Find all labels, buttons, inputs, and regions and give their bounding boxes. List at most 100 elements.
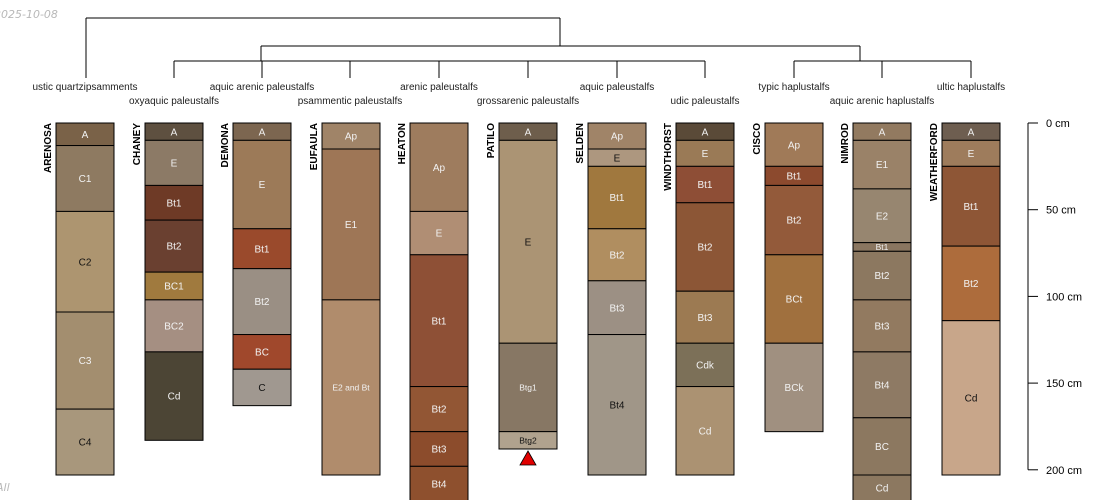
horizon-label: E2 and Bt (332, 382, 370, 392)
taxonomy-label: aquic paleustalfs (580, 82, 655, 93)
profile-cisco: CISCO Ap Bt1 Bt2 BCt BCk (752, 122, 824, 433)
horizon-label: Btg2 (519, 435, 537, 445)
horizon-block (675, 386, 735, 476)
horizon-block (675, 290, 735, 344)
profile-arenosa: ARENOSA A C1 C2 C3 C4 (43, 122, 115, 476)
horizon-block (232, 139, 292, 230)
horizon-block (55, 145, 115, 212)
horizon-label: Bt1 (254, 244, 269, 255)
horizon-label: Btg1 (519, 382, 537, 392)
horizon-label: Bt2 (431, 405, 446, 416)
horizon-block (852, 417, 912, 476)
horizon-label: Ap (345, 132, 358, 143)
profile-selden: SELDEN Ap E Bt1 Bt2 Bt3 Bt4 (575, 122, 647, 476)
horizon-block (409, 431, 469, 467)
horizon-block (232, 228, 292, 270)
horizon-label: E (525, 237, 532, 248)
horizon-label: Bt3 (874, 321, 889, 332)
horizon-block (675, 165, 735, 204)
horizon-label: C1 (79, 174, 92, 185)
taxonomy-label: ustic quartzipsamments (32, 82, 137, 93)
taxonomy-label: aquic arenic paleustalfs (210, 82, 315, 93)
taxonomy-label: arenic paleustalfs (400, 82, 478, 93)
horizon-label: Cdk (696, 360, 715, 371)
taxonomy-label: psammentic paleustalfs (298, 96, 403, 107)
horizon-block (498, 139, 558, 344)
horizon-block (675, 342, 735, 388)
horizon-block (144, 351, 204, 441)
horizon-label: Bt4 (609, 400, 624, 411)
horizon-label: E1 (345, 220, 358, 231)
horizon-label: Cd (965, 393, 978, 404)
profile-windthorst: WINDTHORST AE Bt1 Bt2 Bt3 Cdk Cd (663, 122, 735, 476)
horizon-block (55, 210, 115, 313)
profile-name: HEATON (397, 123, 408, 164)
taxonomy-label: grossarenic paleustalfs (477, 96, 579, 107)
horizon-label: E2 (876, 211, 889, 222)
horizon-label: A (879, 127, 886, 138)
profile-patilo: PATILO A E Btg1 Btg2 (486, 122, 558, 466)
horizon-label: Bt1 (697, 180, 712, 191)
profile-heaton: HEATON Ap E Bt1 Bt2 Bt3 Bt4 (397, 122, 469, 500)
horizon-block (409, 465, 469, 500)
profile-name: CISCO (752, 123, 763, 155)
profile-name: SELDEN (575, 123, 586, 164)
horizon-label: Bt2 (963, 279, 978, 290)
horizon-label: A (525, 127, 532, 138)
horizon-label: Bt2 (786, 216, 801, 227)
horizon-label: BCt (786, 295, 803, 306)
horizon-label: E (259, 180, 266, 191)
horizon-label: A (968, 127, 975, 138)
taxonomy-label: aquic arenic haplustalfs (830, 96, 935, 107)
profile-chaney: CHANEY A E Bt1 Bt2 BC1 BC2 Cd (132, 122, 204, 441)
axis-tick-label: 100 cm (1046, 291, 1082, 303)
profile-name: DEMONA (220, 123, 231, 167)
horizon-block (764, 184, 824, 256)
horizon-block (941, 139, 1001, 167)
horizon-block (232, 268, 292, 336)
axis-tick-label: 0 cm (1046, 118, 1070, 130)
horizon-label: E (702, 149, 709, 160)
horizon-block (144, 299, 204, 353)
horizon-label: Bt1 (431, 316, 446, 327)
horizon-block (852, 474, 912, 500)
taxonomy-label: typic haplustalfs (758, 82, 829, 93)
horizon-block (232, 334, 292, 370)
taxonomy-label: oxyaquic paleustalfs (129, 96, 219, 107)
horizon-block (587, 122, 647, 150)
horizon-label: E (968, 149, 975, 160)
horizon-block (232, 368, 292, 407)
horizon-block (498, 431, 558, 450)
horizon-block (587, 228, 647, 282)
horizon-block (941, 245, 1001, 322)
horizon-label: BC1 (164, 282, 184, 293)
horizon-block (144, 139, 204, 186)
horizon-label: Bt4 (874, 380, 889, 391)
horizon-label: Bt2 (254, 297, 269, 308)
profile-nimrod: NIMROD A E1 E2 Bt1 Bt2 Bt3 Bt4 BC Cd (840, 122, 912, 500)
axis-tick-label: 200 cm (1046, 465, 1082, 477)
profile-eufaula: EUFAULA Ap E1 E2 and Bt (309, 122, 381, 476)
horizon-label: A (259, 127, 266, 138)
horizon-label: BC2 (164, 321, 184, 332)
date-stamp: 2025-10-08 (0, 8, 58, 21)
axis-tick-label: 50 cm (1046, 205, 1076, 217)
horizon-label: Cd (168, 392, 181, 403)
horizon-block (675, 139, 735, 167)
horizon-label: E (436, 229, 443, 240)
horizon-label: Bt3 (609, 303, 624, 314)
horizon-label: C3 (79, 356, 92, 367)
horizon-label: C4 (79, 438, 92, 449)
profile-name: ARENOSA (43, 123, 54, 173)
footer-note: All (0, 481, 10, 494)
profile-name: NIMROD (840, 123, 851, 164)
horizon-block (409, 386, 469, 433)
horizon-label: BC (875, 442, 889, 453)
horizon-label: C2 (79, 257, 92, 268)
horizon-block (852, 250, 912, 301)
horizon-label: E (614, 153, 621, 164)
horizon-label: Ap (788, 140, 801, 151)
horizon-label: Bt2 (609, 250, 624, 261)
horizon-label: Bt2 (166, 242, 181, 253)
